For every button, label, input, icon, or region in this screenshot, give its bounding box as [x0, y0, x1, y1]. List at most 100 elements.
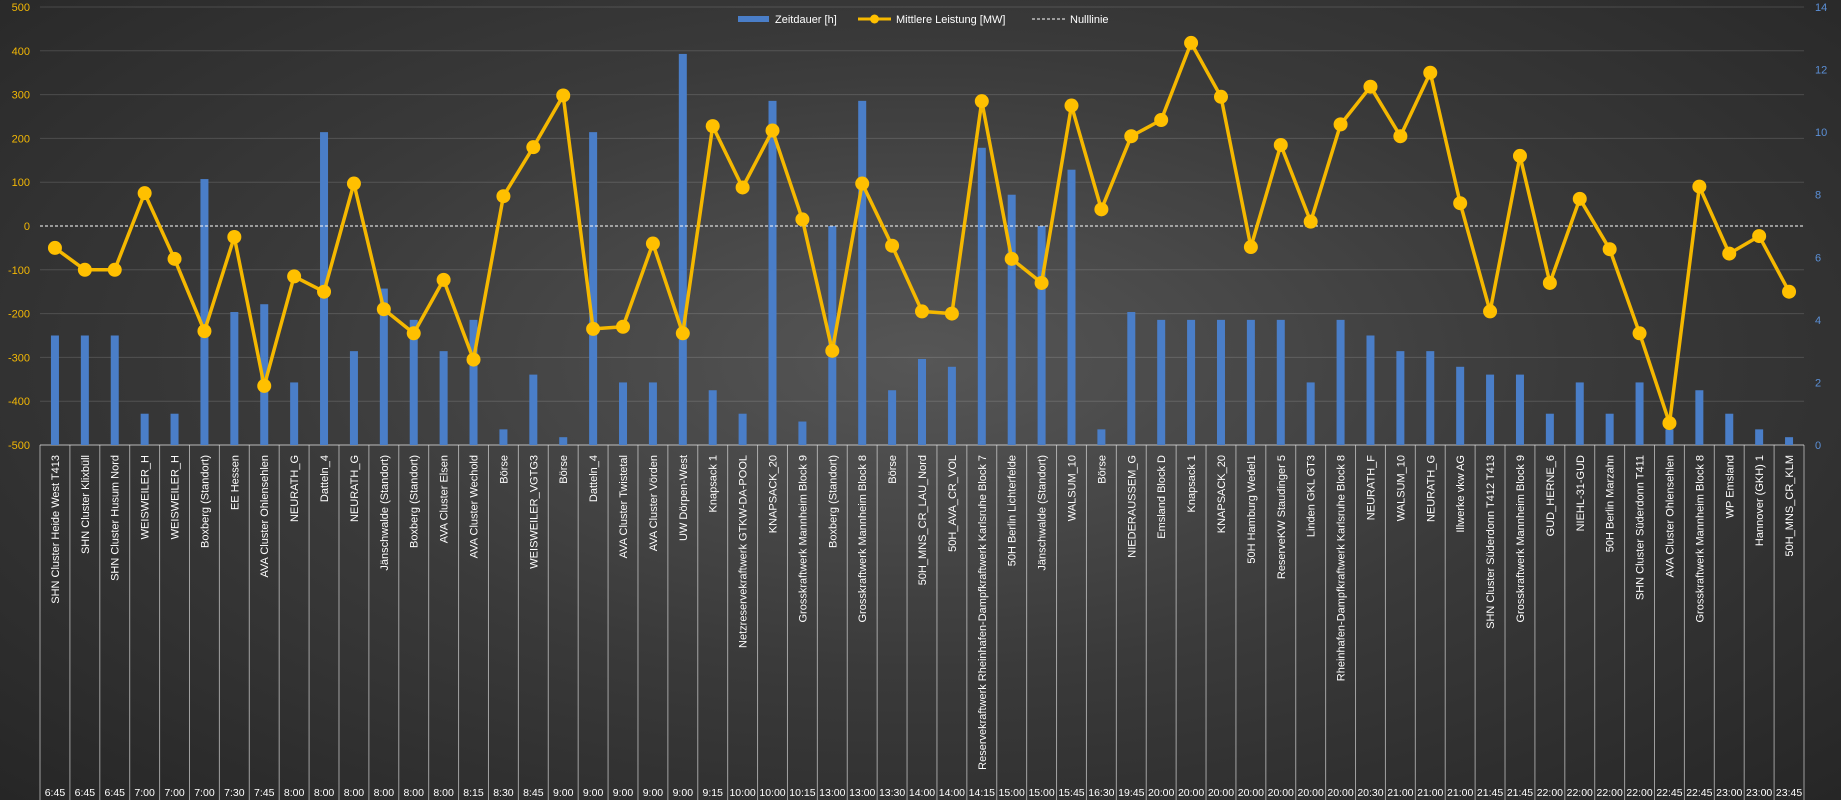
- line-point: [1572, 191, 1587, 206]
- line-point: [1662, 416, 1677, 431]
- line-point: [1782, 284, 1797, 299]
- bar: [1695, 390, 1704, 445]
- x-category-label: Datteln_4: [319, 455, 331, 502]
- bar: [648, 382, 657, 445]
- line-point: [1423, 65, 1438, 80]
- line-point: [885, 238, 900, 253]
- x-category-label: WP Emsland: [1724, 455, 1736, 518]
- y-right-tick-label: 8: [1815, 190, 1821, 202]
- line-point: [317, 284, 332, 299]
- bar: [1157, 319, 1166, 445]
- x-category-label: Boxberg (Standort): [827, 455, 839, 548]
- line-point: [645, 236, 660, 251]
- x-category-label: 50H_MNS_CR_LAU_Nord: [917, 455, 929, 585]
- bar: [469, 319, 478, 445]
- line-point: [556, 88, 571, 103]
- line-point: [765, 123, 780, 138]
- x-time-label: 6:45: [105, 787, 126, 799]
- x-time-label: 23:00: [1746, 787, 1772, 799]
- bar: [1545, 413, 1554, 445]
- line-point: [1602, 242, 1617, 257]
- x-category-label: Netzreservekraftwerk GTKW-DA-POOL: [738, 455, 750, 648]
- x-category-label: Grosskraftwerk Mannheim Block 8: [857, 455, 869, 623]
- x-time-label: 22:00: [1537, 787, 1563, 799]
- line-point: [1722, 246, 1737, 261]
- x-time-label: 21:00: [1447, 787, 1473, 799]
- x-category-label: Boxberg (Standort): [409, 455, 421, 548]
- line-point: [47, 240, 62, 255]
- x-category-label: Boxberg (Standort): [199, 455, 211, 548]
- x-category-label: 50H Berlin Marzahn: [1605, 455, 1617, 552]
- x-time-label: 9:00: [553, 787, 574, 799]
- line-point: [675, 326, 690, 341]
- x-category-label: Linden GKL GT3: [1306, 455, 1318, 537]
- x-category-label: Knapsack 1: [1186, 455, 1198, 512]
- x-time-label: 8:15: [463, 787, 484, 799]
- x-category-label: Börse: [498, 455, 510, 484]
- bar-series: [50, 53, 1794, 446]
- line-point: [705, 119, 720, 134]
- bar: [1785, 437, 1794, 445]
- x-time-label: 9:00: [673, 787, 694, 799]
- x-time-label: 13:30: [879, 787, 905, 799]
- x-time-label: 20:00: [1208, 787, 1234, 799]
- line-point: [1393, 129, 1408, 144]
- x-time-label: 14:15: [969, 787, 995, 799]
- x-time-label: 9:00: [583, 787, 604, 799]
- line-point: [1124, 129, 1139, 144]
- x-time-labels: 6:45 6:45 6:45 7:00 7:00 7:00 7:30 7:45 8:00 8:00…: [45, 787, 1803, 799]
- line-point: [616, 319, 631, 334]
- x-category-label: KNAPSACK_20: [768, 455, 780, 533]
- line-point: [1004, 251, 1019, 266]
- x-time-label: 21:45: [1477, 787, 1503, 799]
- x-category-label: Datteln_4: [588, 455, 600, 502]
- x-category-label: Rheinhafen-Dampfkraftwerk Karlsruhe Bloc…: [1336, 455, 1348, 681]
- line-point: [1034, 275, 1049, 290]
- x-category-label: 50H Hamburg Wedel1: [1246, 455, 1258, 564]
- bar: [260, 304, 269, 445]
- x-time-label: 20:00: [1298, 787, 1324, 799]
- line-point: [1184, 35, 1199, 50]
- x-time-label: 22:45: [1686, 787, 1712, 799]
- line-point: [376, 302, 391, 317]
- x-category-label: AVA Cluster Wechold: [469, 455, 481, 558]
- bar: [1336, 319, 1345, 445]
- bar: [678, 53, 687, 446]
- bar: [888, 390, 897, 445]
- bar: [708, 390, 717, 445]
- y-left-tick-label: 100: [12, 177, 30, 189]
- line-point: [855, 176, 870, 191]
- x-category-label: Börse: [558, 455, 570, 484]
- bar: [1575, 382, 1584, 445]
- x-category-label: EE Hessen: [229, 455, 241, 510]
- x-time-label: 7:30: [224, 787, 245, 799]
- x-time-label: 20:00: [1238, 787, 1264, 799]
- bar: [1725, 413, 1734, 445]
- x-time-label: 23:45: [1776, 787, 1802, 799]
- x-time-label: 8:45: [523, 787, 544, 799]
- line-point: [944, 306, 959, 321]
- bar: [977, 147, 986, 446]
- bar: [589, 132, 598, 445]
- x-time-label: 20:00: [1268, 787, 1294, 799]
- line-point: [466, 352, 481, 367]
- bar: [1515, 374, 1524, 445]
- y-left-tick-label: -100: [8, 265, 30, 277]
- line-point: [137, 186, 152, 201]
- line-point: [586, 321, 601, 336]
- legend: Zeitdauer [h] Mittlere Leistung [MW] Nul…: [738, 14, 1109, 26]
- line-point: [346, 176, 361, 191]
- bar: [379, 288, 388, 445]
- line-point: [1512, 148, 1527, 163]
- bar: [1127, 312, 1136, 445]
- line-point: [1483, 304, 1498, 319]
- x-time-label: 8:00: [374, 787, 395, 799]
- bar: [1456, 366, 1465, 445]
- bar: [439, 351, 448, 445]
- x-category-label: AVA Cluster Elsen: [439, 455, 451, 543]
- x-time-label: 8:00: [314, 787, 335, 799]
- bar: [1007, 194, 1016, 445]
- bar: [50, 335, 59, 445]
- x-category-label: Grosskraftwerk Mannheim Block 9: [797, 455, 809, 623]
- line-point: [1273, 137, 1288, 152]
